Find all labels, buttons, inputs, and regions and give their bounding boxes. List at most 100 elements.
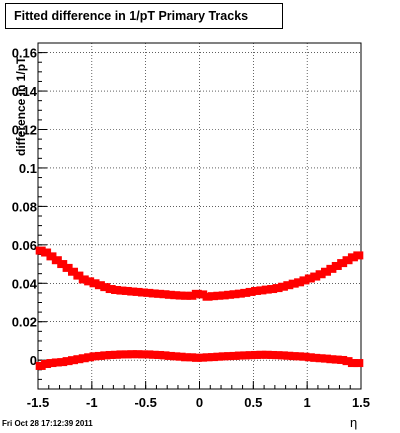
data-point-lower xyxy=(148,350,159,359)
data-point-upper xyxy=(46,252,57,261)
data-point-upper xyxy=(111,286,122,295)
y-tick-label: 0.14 xyxy=(12,84,38,99)
data-point-lower xyxy=(353,359,364,368)
data-point-lower xyxy=(240,351,251,360)
x-tick-label: 1.5 xyxy=(352,395,370,410)
data-point-upper xyxy=(51,256,62,265)
y-tick-label: 0.02 xyxy=(12,315,37,330)
data-point-lower xyxy=(57,358,68,367)
data-point-lower xyxy=(277,351,288,360)
data-point-lower xyxy=(337,355,348,364)
data-point-upper xyxy=(321,267,332,276)
data-point-lower xyxy=(315,354,326,363)
data-point-lower xyxy=(321,354,332,363)
data-point-upper xyxy=(164,290,175,299)
data-point-lower xyxy=(116,350,127,359)
data-point-lower xyxy=(267,350,278,359)
data-point-lower xyxy=(143,350,154,359)
data-point-lower xyxy=(245,351,256,360)
data-point-lower xyxy=(251,350,262,359)
data-point-lower xyxy=(331,355,342,364)
x-tick-label: 0.5 xyxy=(244,395,262,410)
y-tick-label: 0.1 xyxy=(19,161,37,176)
data-point-upper xyxy=(288,279,299,288)
x-tick-label: -0.5 xyxy=(134,395,156,410)
data-point-lower xyxy=(261,350,272,359)
data-point-lower xyxy=(342,357,353,366)
data-point-upper xyxy=(283,281,294,290)
data-point-upper xyxy=(94,281,105,290)
data-point-lower xyxy=(132,350,143,359)
data-point-upper xyxy=(116,286,127,295)
data-point-upper xyxy=(132,287,143,296)
data-point-lower xyxy=(154,350,165,359)
data-point-lower xyxy=(41,360,52,369)
data-point-upper xyxy=(73,271,84,280)
data-point-lower xyxy=(326,355,337,364)
data-point-upper xyxy=(127,287,138,296)
y-tick-label: 0.16 xyxy=(12,46,37,61)
data-point-lower xyxy=(159,351,170,360)
data-point-lower xyxy=(78,354,89,363)
data-point-upper xyxy=(67,267,78,276)
data-point-upper xyxy=(229,290,240,299)
timestamp: Fri Oct 28 17:12:39 2011 xyxy=(2,419,93,428)
data-point-lower xyxy=(288,352,299,361)
data-point-upper xyxy=(234,289,245,298)
data-point-lower xyxy=(202,353,213,362)
data-point-upper xyxy=(191,289,202,298)
data-point-upper xyxy=(41,248,52,257)
data-point-upper xyxy=(251,286,262,295)
data-point-lower xyxy=(170,352,181,361)
y-axis-label: difference in 1/pT xyxy=(14,56,28,156)
x-tick-label: -1 xyxy=(86,395,98,410)
data-point-lower xyxy=(283,351,294,360)
data-point-upper xyxy=(272,284,283,293)
data-point-lower xyxy=(100,351,111,360)
data-point-upper xyxy=(277,282,288,291)
data-point-lower xyxy=(67,356,78,365)
data-point-upper xyxy=(256,286,267,295)
data-point-lower xyxy=(191,353,202,362)
data-point-upper xyxy=(148,289,159,298)
data-point-lower xyxy=(213,352,224,361)
data-point-upper xyxy=(137,288,148,297)
data-point-upper xyxy=(170,291,181,300)
y-tick-label: 0.08 xyxy=(12,199,37,214)
data-point-upper xyxy=(240,288,251,297)
data-point-upper xyxy=(326,264,337,273)
data-point-lower xyxy=(224,352,235,361)
data-point-lower xyxy=(294,352,305,361)
data-point-upper xyxy=(342,256,353,265)
data-point-lower xyxy=(234,351,245,360)
data-point-upper xyxy=(197,290,208,299)
data-point-upper xyxy=(304,274,315,283)
x-tick-label: 1 xyxy=(304,395,311,410)
y-tick-label: 0.04 xyxy=(12,276,38,291)
y-tick-label: 0.12 xyxy=(12,123,37,138)
data-point-upper xyxy=(121,286,132,295)
data-point-upper xyxy=(78,275,89,284)
data-point-upper xyxy=(35,246,46,255)
data-point-upper xyxy=(186,291,197,300)
data-point-lower xyxy=(310,353,321,362)
data-point-lower xyxy=(197,353,208,362)
data-point-upper xyxy=(294,278,305,287)
x-tick-label: 0 xyxy=(196,395,203,410)
y-tick-label: 0 xyxy=(30,353,37,368)
data-point-upper xyxy=(207,292,218,301)
data-point-lower xyxy=(89,352,100,361)
data-point-upper xyxy=(57,260,68,269)
x-tick-label: -1.5 xyxy=(27,395,49,410)
data-point-upper xyxy=(337,259,348,268)
data-point-lower xyxy=(229,351,240,360)
data-point-upper xyxy=(100,283,111,292)
data-point-lower xyxy=(218,352,229,361)
data-point-upper xyxy=(89,279,100,288)
data-point-lower xyxy=(256,350,267,359)
data-point-lower xyxy=(51,358,62,367)
y-tick-label: 0.06 xyxy=(12,238,37,253)
data-point-upper xyxy=(331,261,342,270)
data-point-upper xyxy=(213,291,224,300)
